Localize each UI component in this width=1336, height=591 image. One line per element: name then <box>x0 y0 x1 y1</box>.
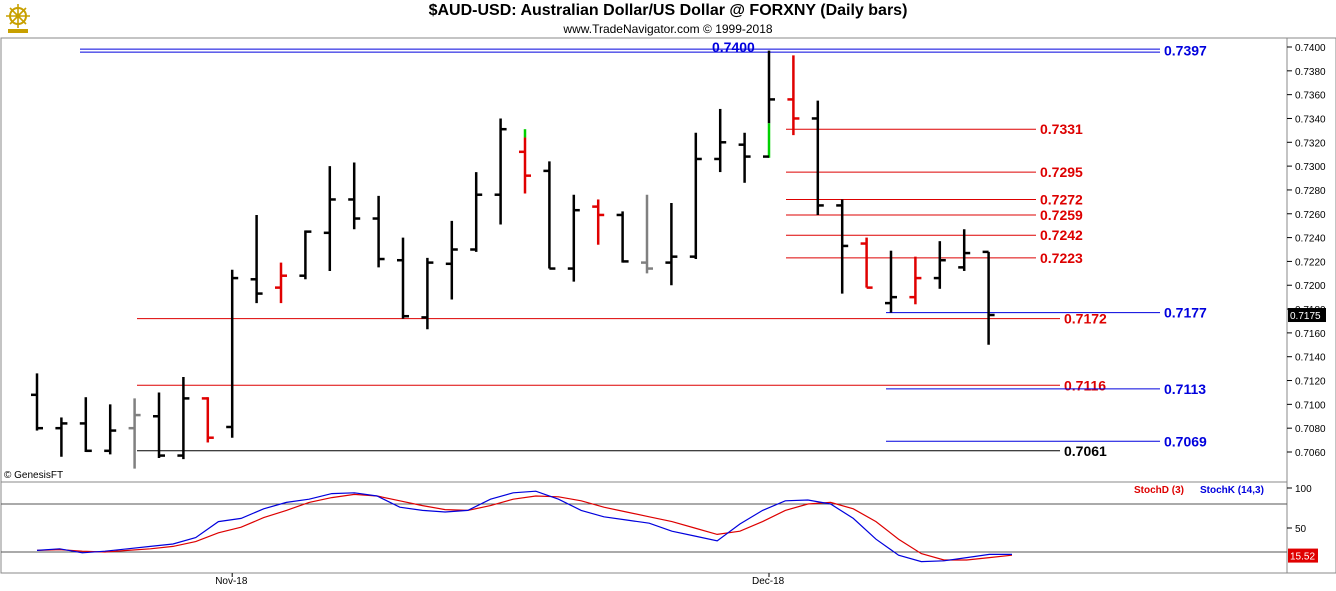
level-label: 0.7223 <box>1040 250 1083 266</box>
price-tick-label: 0.7360 <box>1295 91 1326 102</box>
price-tick-label: 0.7300 <box>1295 162 1326 173</box>
level-label: 0.7061 <box>1064 443 1107 459</box>
price-tick-label: 0.7080 <box>1295 424 1326 435</box>
level-label: 0.7113 <box>1164 381 1206 397</box>
stoch-d-line <box>36 493 1013 561</box>
price-tick-label: 0.7280 <box>1295 186 1326 197</box>
stoch-tick-label: 50 <box>1295 524 1307 535</box>
stoch-legend-d: StochD (3) <box>1134 485 1184 496</box>
level-label: 0.7400 <box>712 39 755 55</box>
level-label: 0.7116 <box>1064 377 1106 393</box>
stoch-tick-label: 100 <box>1295 484 1312 495</box>
level-label: 0.7397 <box>1164 43 1207 59</box>
level-label: 0.7331 <box>1040 121 1083 137</box>
level-label: 0.7295 <box>1040 164 1083 180</box>
level-label: 0.7177 <box>1164 305 1207 321</box>
chart-subtitle: www.TradeNavigator.com © 1999-2018 <box>563 22 773 36</box>
price-tick-label: 0.7100 <box>1295 400 1326 411</box>
level-label: 0.7172 <box>1064 311 1107 327</box>
price-tick-label: 0.7240 <box>1295 234 1326 245</box>
level-label: 0.7242 <box>1040 227 1083 243</box>
price-tick-label: 0.7060 <box>1295 448 1326 459</box>
chart-title: $AUD-USD: Australian Dollar/US Dollar @ … <box>428 2 908 19</box>
stoch-current-box <box>1288 548 1318 563</box>
price-tick-label: 0.7380 <box>1295 67 1326 78</box>
price-tick-label: 0.7120 <box>1295 377 1326 388</box>
stoch-k-line <box>36 490 1012 563</box>
price-tick-label: 0.7140 <box>1295 353 1326 364</box>
stochastic-panel-frame <box>0 481 1288 574</box>
time-tick-label: Nov-18 <box>215 576 248 587</box>
ship-wheel-logo-icon <box>4 2 32 34</box>
price-tick-label: 0.7160 <box>1295 329 1326 340</box>
time-tick-label: Dec-18 <box>752 576 785 587</box>
stoch-legend-k: StochK (14,3) <box>1200 485 1264 496</box>
current-price-label: 0.7175 <box>1290 311 1321 322</box>
price-tick-label: 0.7200 <box>1295 281 1326 292</box>
watermark-label: © GenesisFT <box>4 470 63 481</box>
current-price-box <box>1288 308 1326 323</box>
stoch-current-label: 15.52 <box>1290 552 1315 563</box>
level-label: 0.7069 <box>1164 433 1207 449</box>
level-label: 0.7272 <box>1040 191 1083 207</box>
price-tick-label: 0.7320 <box>1295 138 1326 149</box>
price-tick-label: 0.7400 <box>1295 43 1326 54</box>
price-panel-frame <box>0 37 1288 483</box>
price-tick-label: 0.7260 <box>1295 210 1326 221</box>
price-tick-label: 0.7340 <box>1295 114 1326 125</box>
level-label: 0.7259 <box>1040 207 1083 223</box>
price-axis-frame <box>1286 37 1336 574</box>
price-tick-label: 0.7220 <box>1295 257 1326 268</box>
